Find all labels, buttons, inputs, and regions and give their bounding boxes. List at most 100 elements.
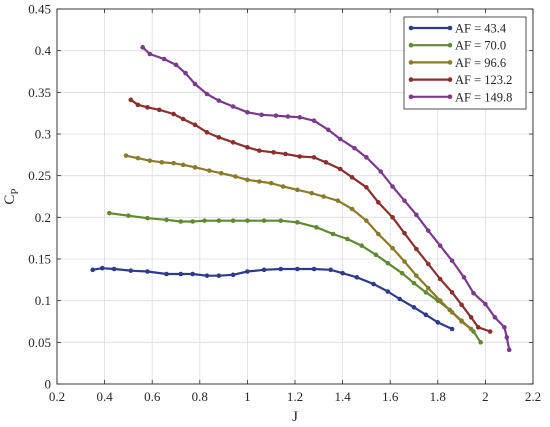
data-point <box>425 285 431 291</box>
data-point <box>171 111 176 117</box>
x-tick-label: 0.4 <box>96 389 113 404</box>
legend-item: AF = 70.0 <box>408 39 506 53</box>
legend-item: AF = 43.4 <box>408 22 507 36</box>
data-point <box>364 185 369 190</box>
series-layer <box>90 45 512 353</box>
y-tick-label: 0.05 <box>28 335 51 350</box>
x-tick-label: 0.6 <box>144 389 161 404</box>
data-point <box>311 266 317 272</box>
data-point <box>128 268 134 273</box>
data-point <box>295 266 300 272</box>
legend-swatch-marker <box>447 60 453 65</box>
data-point <box>192 165 198 170</box>
data-point <box>352 145 357 151</box>
data-point <box>483 301 488 307</box>
data-point <box>323 160 329 165</box>
x-tick-label: 1.6 <box>382 389 399 404</box>
y-tick-label: 0.35 <box>28 85 51 100</box>
data-point <box>230 140 236 145</box>
data-point <box>297 154 303 159</box>
data-point <box>245 177 250 183</box>
data-point <box>354 275 360 280</box>
data-point <box>283 151 288 157</box>
axes <box>56 8 534 385</box>
data-point <box>414 273 419 278</box>
legend-label: AF = 149.8 <box>455 90 512 104</box>
data-point <box>145 215 150 221</box>
data-point <box>330 231 336 237</box>
data-point <box>468 315 474 320</box>
data-point <box>449 258 455 263</box>
data-point <box>506 347 512 353</box>
y-tick-label: 0.25 <box>28 168 51 183</box>
data-point <box>180 116 186 122</box>
legend-label: AF = 70.0 <box>455 39 506 53</box>
data-point <box>216 98 222 103</box>
data-point <box>478 340 483 345</box>
data-point <box>245 110 250 115</box>
data-point <box>233 174 238 179</box>
y-tick-label: 0.1 <box>35 293 51 308</box>
data-point <box>278 266 284 272</box>
data-point <box>423 312 429 318</box>
data-point <box>349 175 355 180</box>
data-point <box>135 155 141 161</box>
series-5 <box>140 45 512 353</box>
legend-swatch-marker <box>447 42 453 48</box>
data-point <box>402 198 407 203</box>
data-point <box>261 218 267 223</box>
x-tick-label: 0.8 <box>192 389 208 404</box>
y-tick-label: 0 <box>45 377 52 392</box>
data-point <box>390 215 395 220</box>
x-tick-label: 1.2 <box>287 389 303 404</box>
data-point <box>399 270 405 276</box>
data-point <box>437 243 443 248</box>
data-point <box>326 127 331 133</box>
data-point <box>449 310 455 315</box>
x-tick-label: 1.4 <box>334 389 351 404</box>
data-point <box>230 272 236 278</box>
tick-labels: 0.2 0.4 0.6 0.8 1 1.2 1.4 1.6 1.8 2 2.2 0 0.05 0.1 0.1… <box>28 2 541 405</box>
data-point <box>257 148 262 153</box>
legend-swatch-marker <box>447 77 453 82</box>
data-point <box>402 230 407 236</box>
data-point <box>502 325 507 330</box>
data-point <box>164 271 169 277</box>
y-tick-label: 0.3 <box>35 127 51 142</box>
data-point <box>204 91 210 97</box>
data-point <box>390 245 395 251</box>
data-point <box>295 187 300 193</box>
legend-item: AF = 149.8 <box>408 90 512 104</box>
data-point <box>204 130 210 135</box>
data-point <box>337 136 343 142</box>
data-point <box>216 273 222 278</box>
legend-swatch-marker <box>408 25 414 31</box>
data-point <box>376 200 381 205</box>
data-point <box>202 218 207 223</box>
data-point <box>425 228 431 233</box>
data-point <box>475 325 481 330</box>
data-point <box>90 267 95 273</box>
y-axis-title: CP <box>2 188 21 204</box>
data-point <box>373 252 379 258</box>
legend-swatch-marker <box>408 60 414 65</box>
data-point <box>180 162 186 168</box>
data-point <box>145 269 150 274</box>
data-point <box>259 112 264 118</box>
data-point <box>147 158 153 163</box>
data-point <box>161 56 167 62</box>
legend-label: AF = 96.6 <box>455 56 506 70</box>
x-tick-label: 0.2 <box>49 389 65 404</box>
data-point <box>297 115 303 120</box>
data-point <box>295 220 300 225</box>
data-point <box>364 155 369 160</box>
data-point <box>411 305 417 310</box>
y-tick-label: 0.45 <box>28 2 51 17</box>
legend: AF = 43.4 AF = 70.0 AF = 96.6 AF = 123.2 AF … <box>403 16 527 110</box>
data-point <box>192 122 198 128</box>
data-point <box>423 290 429 295</box>
y-tick-label: 0.4 <box>35 43 52 58</box>
data-point <box>271 150 276 155</box>
data-point <box>402 259 407 264</box>
